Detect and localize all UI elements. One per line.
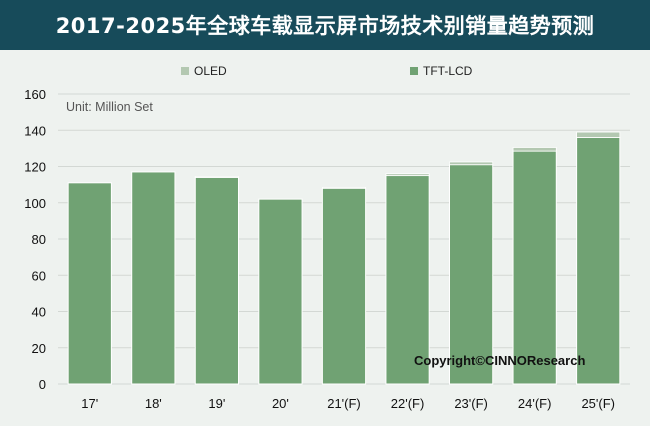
y-tick-label: 80 bbox=[32, 232, 46, 247]
y-tick-label: 160 bbox=[24, 87, 46, 102]
y-tick-label: 0 bbox=[39, 377, 46, 392]
x-tick-label: 25'(F) bbox=[581, 396, 615, 411]
y-tick-label: 40 bbox=[32, 305, 46, 320]
chart-area: 0 20 40 60 80 100 120 140 160 17' 18' 19' 20' 21'(F)… bbox=[0, 50, 650, 426]
bar-tft-lcd bbox=[449, 164, 494, 385]
bar-oled bbox=[385, 173, 430, 176]
title-bar: 2017-2025年全球车载显示屏市场技术别销量趋势预测 bbox=[0, 0, 650, 50]
bar-oled bbox=[321, 186, 367, 189]
y-tick-label: 140 bbox=[24, 123, 46, 138]
copyright-watermark: Copyright©CINNOResearch bbox=[414, 353, 585, 368]
legend-label-oled: OLED bbox=[194, 64, 227, 78]
bar-tft-lcd bbox=[385, 175, 430, 385]
x-tick-label: 17' bbox=[81, 396, 98, 411]
bar-tft-lcd bbox=[194, 176, 239, 385]
legend-label-tft-lcd: TFT-LCD bbox=[423, 64, 473, 78]
x-tick-label: 21'(F) bbox=[327, 396, 361, 411]
chart-title: 2017-2025年全球车载显示屏市场技术别销量趋势预测 bbox=[55, 14, 595, 38]
x-tick-label: 20' bbox=[272, 396, 289, 411]
bar-oled bbox=[576, 131, 621, 138]
bar-tft-lcd bbox=[67, 182, 112, 385]
bar-tft-lcd bbox=[576, 137, 621, 385]
unit-label: Unit: Million Set bbox=[66, 100, 153, 114]
legend-swatch-oled bbox=[181, 67, 189, 75]
x-tick-label: 24'(F) bbox=[518, 396, 552, 411]
bar-tft-lcd bbox=[131, 171, 176, 385]
bars bbox=[67, 131, 621, 385]
legend: OLED TFT-LCD bbox=[181, 64, 473, 78]
x-axis-ticks: 17' 18' 19' 20' 21'(F) 22'(F) 23'(F) 24'(F) 25'(… bbox=[81, 396, 615, 411]
x-tick-label: 19' bbox=[208, 396, 225, 411]
y-axis-ticks: 0 20 40 60 80 100 120 140 160 bbox=[24, 87, 46, 392]
y-tick-label: 60 bbox=[32, 268, 46, 283]
bar-tft-lcd bbox=[258, 198, 303, 385]
bar-oled bbox=[512, 147, 557, 152]
bar-oled bbox=[449, 161, 494, 166]
y-tick-label: 120 bbox=[24, 160, 46, 175]
x-tick-label: 22'(F) bbox=[391, 396, 425, 411]
x-tick-label: 23'(F) bbox=[454, 396, 488, 411]
y-tick-label: 20 bbox=[32, 341, 46, 356]
y-tick-label: 100 bbox=[24, 196, 46, 211]
bar-tft-lcd bbox=[321, 187, 367, 385]
bar-chart: 0 20 40 60 80 100 120 140 160 17' 18' 19' 20' 21'(F)… bbox=[24, 64, 630, 411]
x-tick-label: 18' bbox=[145, 396, 162, 411]
bar-oled bbox=[194, 176, 239, 178]
legend-swatch-tft-lcd bbox=[410, 67, 418, 75]
bar-tft-lcd bbox=[512, 150, 557, 385]
